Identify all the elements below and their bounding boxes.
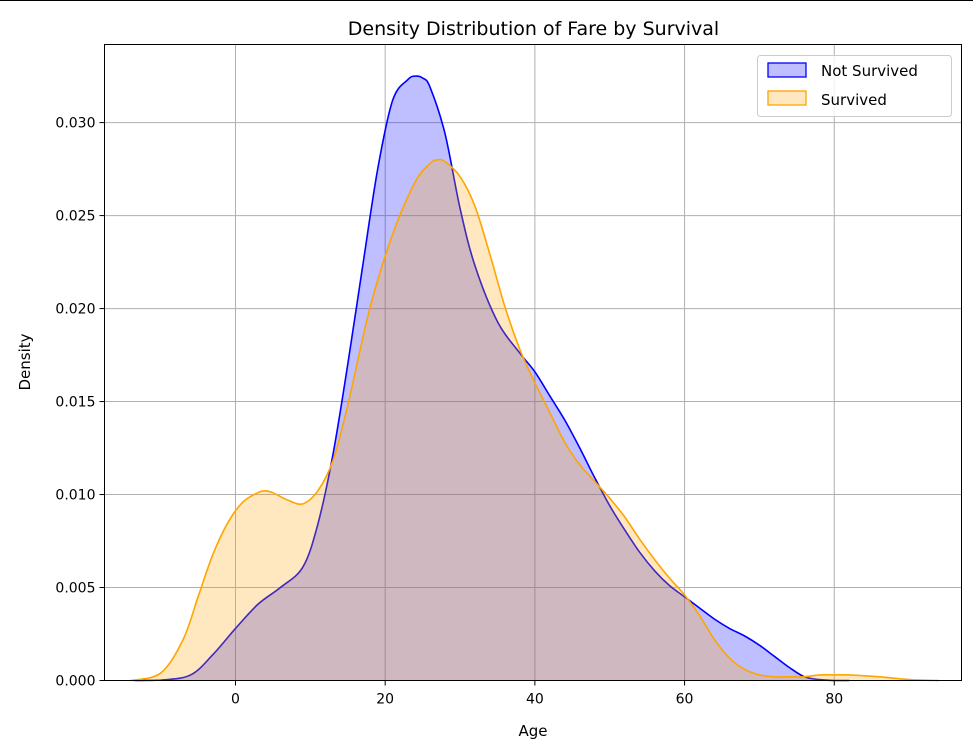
area-fill-survived bbox=[130, 159, 940, 681]
y-tick-label: 0.015 bbox=[55, 395, 95, 411]
y-axis-label: Density bbox=[16, 333, 34, 390]
legend: Not Survived Survived bbox=[757, 55, 952, 117]
density-line-not-survived bbox=[134, 75, 850, 682]
y-tick-label: 0.010 bbox=[55, 488, 95, 504]
legend-label-not-survived: Not Survived bbox=[821, 62, 918, 80]
y-tick-label: 0.025 bbox=[55, 209, 95, 225]
x-tick-label: 20 bbox=[376, 692, 394, 708]
density-areas bbox=[130, 75, 940, 682]
legend-swatch-survived bbox=[767, 90, 807, 106]
x-tick-label: 0 bbox=[231, 692, 240, 708]
plot-frame bbox=[104, 44, 962, 681]
area-fill-not-survived bbox=[134, 76, 850, 681]
legend-label-survived: Survived bbox=[821, 91, 887, 109]
chart-title: Density Distribution of Fare by Survival bbox=[348, 18, 719, 40]
x-axis-ticks: 0 20 40 60 80 bbox=[231, 680, 843, 708]
x-axis-label: Age bbox=[518, 722, 547, 740]
x-tick-label: 40 bbox=[526, 692, 544, 708]
y-tick-label: 0.005 bbox=[55, 581, 95, 597]
y-tick-label: 0.030 bbox=[55, 116, 95, 132]
x-tick-label: 60 bbox=[676, 692, 694, 708]
legend-swatch-not-survived bbox=[767, 62, 807, 78]
top-border bbox=[0, 0, 973, 1]
y-tick-label: 0.000 bbox=[55, 674, 95, 690]
x-tick-label: 80 bbox=[825, 692, 843, 708]
y-axis-ticks: 0.000 0.005 0.010 0.015 0.020 0.025 0.030 bbox=[55, 116, 105, 690]
y-tick-label: 0.020 bbox=[55, 302, 95, 318]
density-line-survived bbox=[130, 158, 940, 682]
